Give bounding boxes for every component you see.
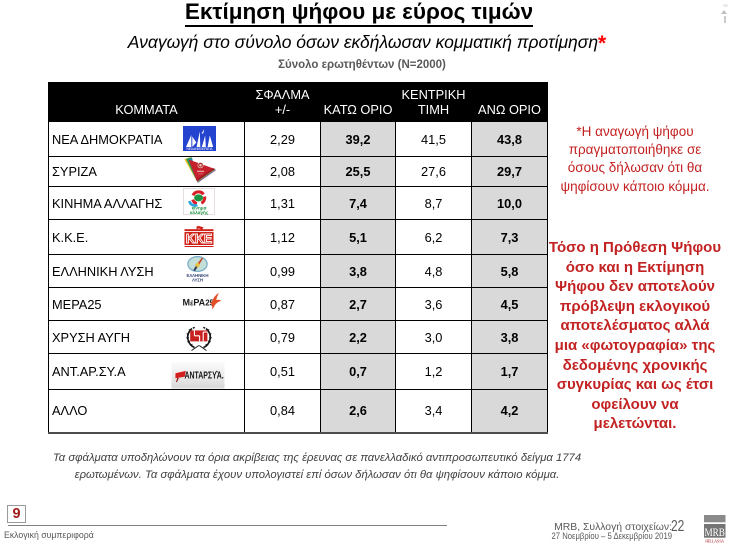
svg-text:ΛΥΣΗ: ΛΥΣΗ [192,278,203,283]
svg-text:ΕΛΛΗΝΙΚΗ: ΕΛΛΗΝΙΚΗ [187,273,209,278]
svg-text:ΚΚΕ: ΚΚΕ [186,232,212,246]
svg-text:ΜέΡΑ25: ΜέΡΑ25 [183,298,215,308]
svg-text:αλλαγής: αλλαγής [190,210,209,215]
svg-text:κίνημα: κίνημα [192,206,207,211]
svg-text:ΝΕΑ ΔΗΜΟΚΡΑΤΙΑ: ΝΕΑ ΔΗΜΟΚΡΑΤΙΑ [187,147,214,151]
svg-text:MRB: MRB [704,527,725,539]
svg-text:ΑΝΤΑΡΣΥ̂Α.: ΑΝΤΑΡΣΥ̂Α. [184,370,223,381]
svg-text:HELLAS SA: HELLAS SA [705,539,724,544]
